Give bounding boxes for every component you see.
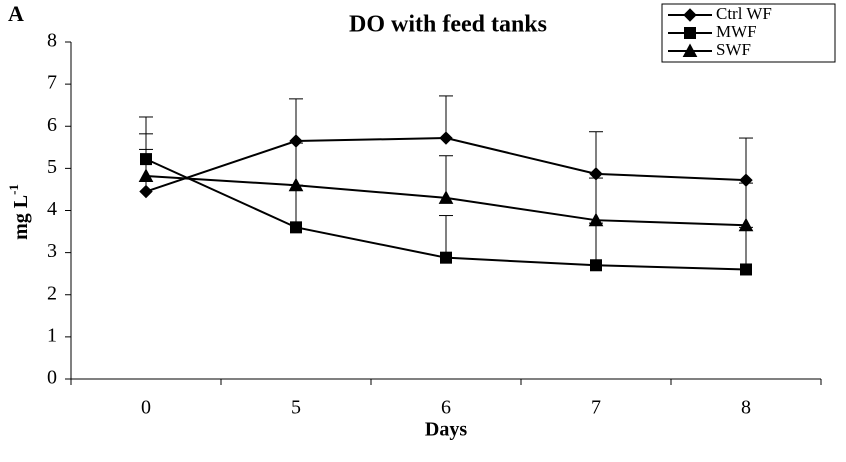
marker-square xyxy=(290,221,302,234)
marker-diamond xyxy=(683,8,697,22)
marker-triangle xyxy=(138,168,154,182)
y-axis-label-sup: -1 xyxy=(6,184,21,195)
x-tick-label: 5 xyxy=(291,397,301,419)
y-tick-label: 8 xyxy=(47,30,57,52)
marker-square xyxy=(740,263,752,276)
marker-square xyxy=(440,251,452,264)
y-tick-label: 3 xyxy=(47,240,57,262)
marker-triangle xyxy=(438,190,454,204)
y-tick-label: 4 xyxy=(47,198,57,220)
x-axis-label: Days xyxy=(425,419,467,441)
legend-label: Ctrl WF xyxy=(716,4,772,23)
marker-square xyxy=(590,259,602,272)
marker-triangle xyxy=(588,212,604,227)
x-tick-label: 0 xyxy=(141,397,151,419)
marker-triangle xyxy=(288,177,304,192)
y-tick-label: 6 xyxy=(47,114,57,136)
y-axis-label: mg L-1 xyxy=(6,184,32,240)
x-tick-label: 8 xyxy=(741,397,751,419)
y-tick-label: 2 xyxy=(47,282,57,304)
y-tick-label: 5 xyxy=(47,156,57,178)
y-tick-label: 0 xyxy=(47,367,57,389)
legend-label: SWF xyxy=(716,40,751,59)
x-tick-label: 6 xyxy=(441,397,451,419)
marker-square xyxy=(684,27,696,39)
legend-label: MWF xyxy=(716,22,757,41)
x-tick-label: 7 xyxy=(591,397,601,419)
panel-label: A xyxy=(8,1,24,26)
marker-diamond xyxy=(139,184,153,199)
y-tick-label: 7 xyxy=(47,72,57,94)
marker-diamond xyxy=(439,131,453,145)
y-tick-label: 1 xyxy=(47,324,57,346)
y-axis-label-main: mg L xyxy=(10,195,32,240)
marker-triangle xyxy=(682,43,698,57)
chart-title: DO with feed tanks xyxy=(349,12,547,38)
marker-triangle xyxy=(738,217,754,232)
